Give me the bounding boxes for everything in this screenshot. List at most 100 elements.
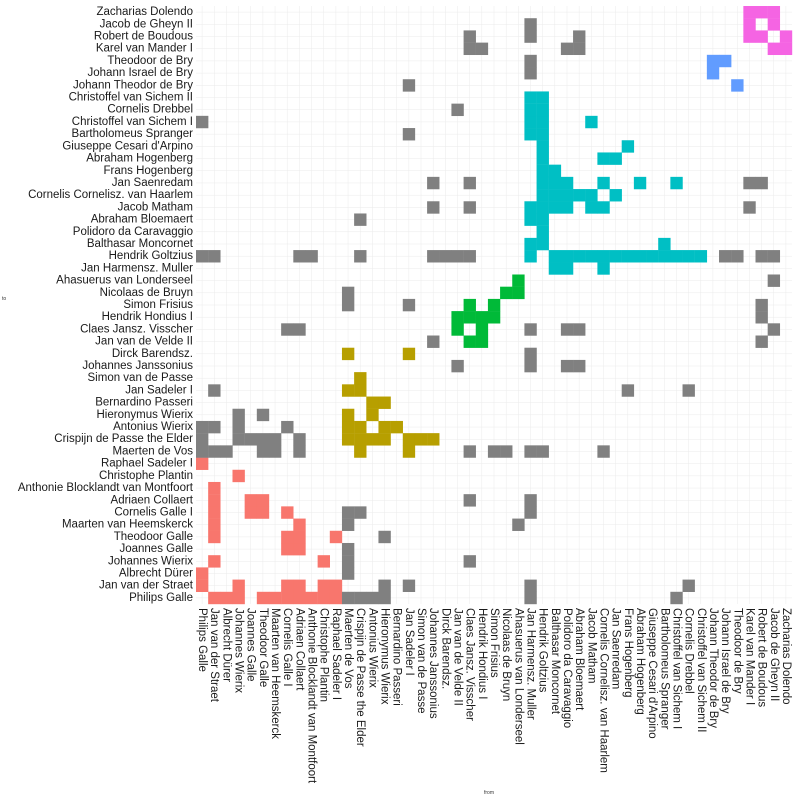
heatmap-cell xyxy=(755,176,768,190)
heatmap-cell xyxy=(670,591,683,605)
heatmap-cell xyxy=(354,372,367,385)
heatmap-cell xyxy=(451,359,464,373)
heatmap-cell xyxy=(524,494,537,507)
y-tick-label: Abraham Bloemaert xyxy=(91,214,194,226)
heatmap-cell xyxy=(378,433,391,446)
heatmap-cell xyxy=(390,420,403,434)
heatmap-cell xyxy=(281,506,294,519)
heatmap-cell xyxy=(573,323,586,336)
heatmap-cell xyxy=(536,225,549,239)
x-tick-label: Theodoor de Bry xyxy=(731,608,743,694)
y-axis-title: to xyxy=(2,296,7,302)
heatmap-cell xyxy=(341,518,355,531)
heatmap-cell xyxy=(548,201,562,214)
heatmap-cell xyxy=(536,213,549,226)
heatmap-cell xyxy=(524,506,537,519)
x-tick-label: Maarten van Heemskerck xyxy=(269,608,281,739)
heatmap-cell xyxy=(767,42,781,56)
heatmap-cell xyxy=(487,311,501,324)
heatmap-cell xyxy=(658,250,671,263)
x-tick-label: Anthonie Blocklandt van Montfoort xyxy=(306,608,318,784)
heatmap-cell xyxy=(682,384,695,397)
y-tick-label: Zacharias Dolendo xyxy=(96,6,193,18)
heatmap-cell xyxy=(536,140,549,153)
x-tick-label: Cornelis Galle I xyxy=(281,608,293,687)
y-tick-label: Nicolaas de Bruyn xyxy=(100,287,193,299)
y-tick-label: Christophe Plantin xyxy=(99,470,193,482)
y-tick-label: Theodoor Galle xyxy=(114,531,193,543)
heatmap-cell xyxy=(196,567,209,580)
x-tick-label: Hieronymus Wierix xyxy=(379,608,391,705)
heatmap-cell xyxy=(293,591,306,605)
heatmap-cell xyxy=(524,323,537,336)
y-tick-label: Jan van de Velde II xyxy=(95,336,193,348)
heatmap-cell xyxy=(402,445,416,458)
heatmap-cell xyxy=(779,42,793,56)
heatmap-cell xyxy=(706,54,720,68)
heatmap-cell xyxy=(573,30,586,43)
heatmap-cell xyxy=(341,567,355,580)
x-tick-label: Crispijn de Passe the Elder xyxy=(354,608,366,747)
heatmap-cell xyxy=(256,591,270,605)
heatmap-cell xyxy=(256,408,270,422)
heatmap-cell xyxy=(755,311,768,324)
heatmap-cell xyxy=(366,396,379,409)
y-tick-label: Johannes Janssonius xyxy=(82,360,193,372)
heatmap-cell xyxy=(512,274,525,287)
heatmap-cell xyxy=(196,457,209,470)
heatmap-cell xyxy=(281,542,294,556)
heatmap-cell xyxy=(293,323,306,336)
heatmap-cell xyxy=(536,445,549,458)
heatmap-cell xyxy=(536,128,549,141)
heatmap-cell xyxy=(293,445,306,458)
y-tick-label: Johann Israel de Bry xyxy=(88,67,194,79)
heatmap-cell xyxy=(585,189,598,202)
y-tick-label: Joannes Galle xyxy=(119,543,193,555)
heatmap-cell xyxy=(354,506,367,519)
heatmap-cell xyxy=(609,189,622,202)
y-tick-label: Cornelis Cornelisz. van Haarlem xyxy=(28,189,193,201)
heatmap-cell xyxy=(451,311,464,324)
heatmap-cell xyxy=(378,396,391,409)
heatmap-cell xyxy=(548,176,562,190)
heatmap-cell xyxy=(244,494,258,507)
heatmap-cell xyxy=(341,542,355,556)
heatmap-cell xyxy=(731,79,744,92)
heatmap-cell xyxy=(585,201,598,214)
heatmap-cell xyxy=(256,433,270,446)
x-axis-title: from xyxy=(484,790,494,796)
heatmap-cell xyxy=(609,250,622,263)
heatmap-cell xyxy=(767,18,781,31)
heatmap-cell xyxy=(706,67,720,80)
heatmap-cell xyxy=(329,579,343,592)
heatmap-cell xyxy=(427,433,440,446)
heatmap-cell xyxy=(779,30,793,43)
heatmap-cell xyxy=(621,384,635,397)
heatmap-cell xyxy=(500,445,513,458)
heatmap-cell xyxy=(475,311,489,324)
heatmap-cell xyxy=(560,201,574,214)
heatmap-cell xyxy=(719,54,732,68)
heatmap-cell xyxy=(597,201,610,214)
heatmap-cell xyxy=(208,250,221,263)
heatmap-cell xyxy=(524,359,537,373)
x-tick-label: Adriaen Collaert xyxy=(293,608,305,691)
heatmap-cell xyxy=(463,445,476,458)
heatmap-cell xyxy=(293,518,306,531)
heatmap-cell xyxy=(268,445,282,458)
heatmap-cell xyxy=(524,18,537,31)
y-tick-label: Theodoor de Bry xyxy=(107,55,193,67)
heatmap-cell xyxy=(208,591,221,605)
y-tick-label: Simon Frisius xyxy=(123,299,193,311)
heatmap-cell xyxy=(512,518,525,531)
heatmap-cell xyxy=(524,103,537,117)
heatmap-cell xyxy=(548,262,562,275)
heatmap-cell xyxy=(560,42,574,56)
y-tick-label: Balthasar Moncornet xyxy=(87,238,194,250)
heatmap-cell xyxy=(354,250,367,263)
x-tick-label: Jan Saenredam xyxy=(610,608,622,689)
x-tick-label: Christophe Plantin xyxy=(318,608,330,702)
heatmap-cell xyxy=(402,79,416,92)
heatmap-cell xyxy=(536,152,549,165)
